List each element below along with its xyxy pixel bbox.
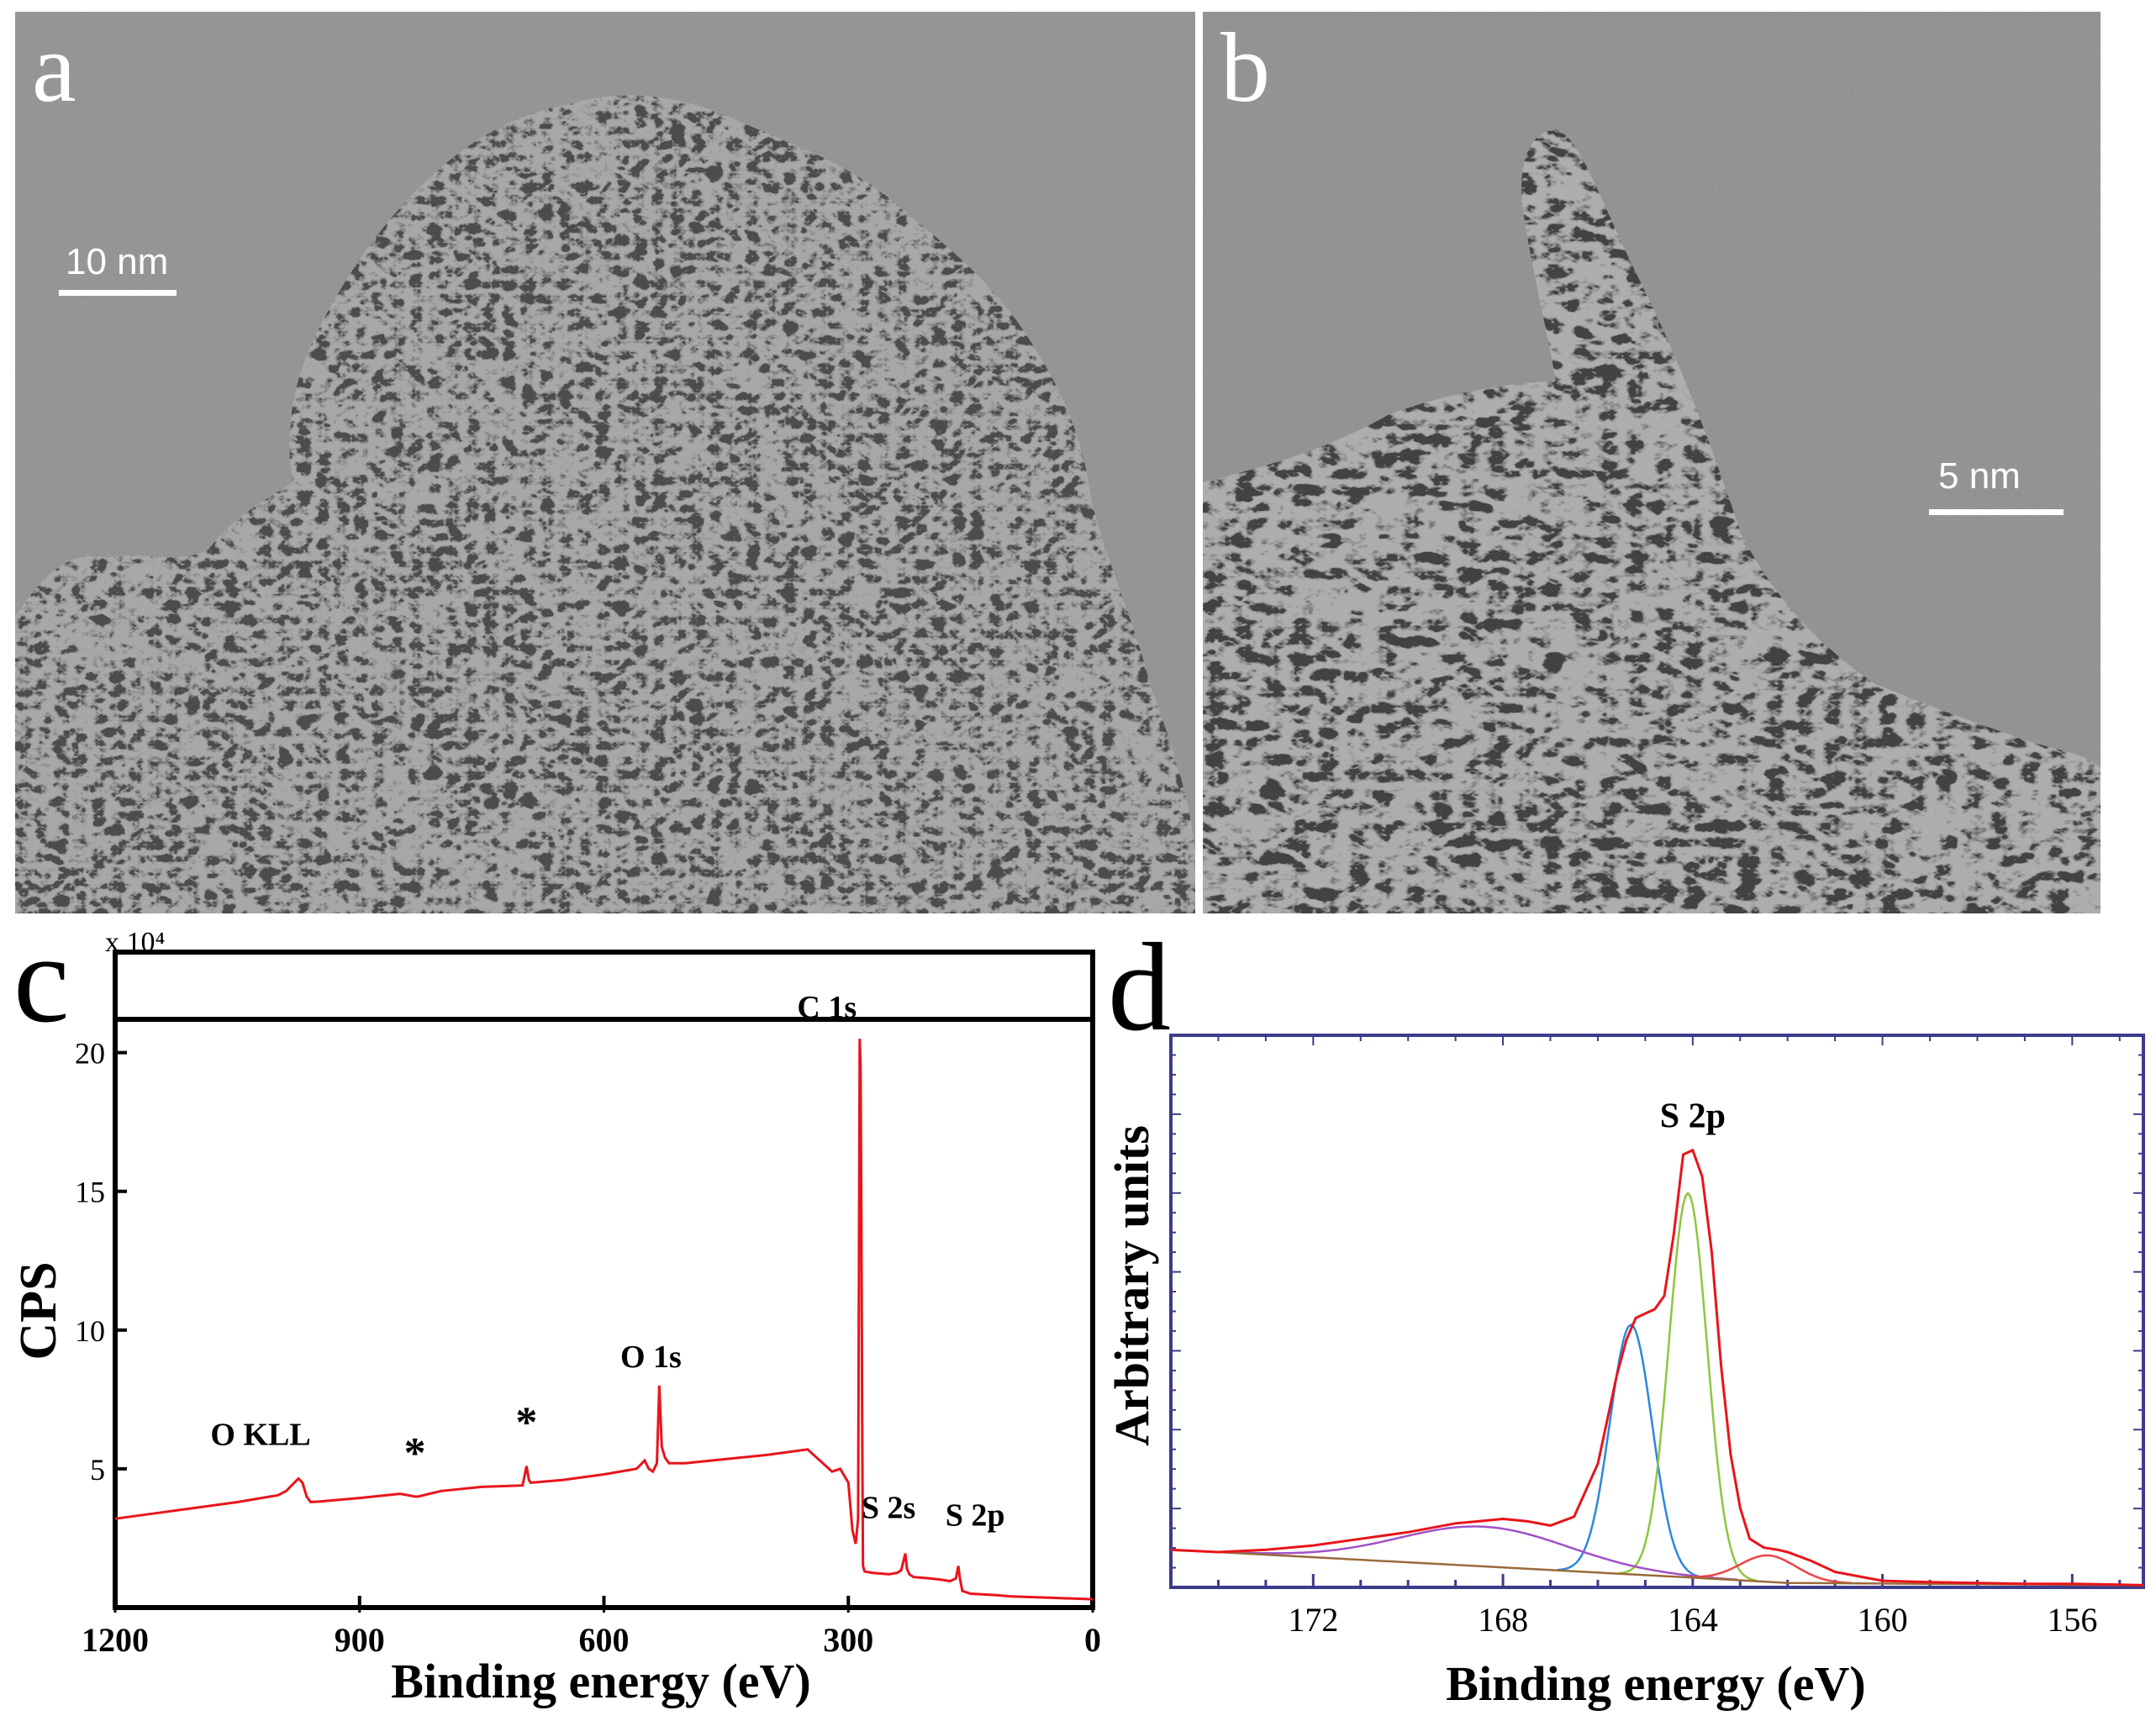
tem-image-panel-a: [15, 12, 1195, 913]
panel-c-peak-label: S 2s: [862, 1491, 915, 1526]
panel-d-component-line: [1230, 1525, 1738, 1582]
panel-c-peak-label: *: [515, 1399, 537, 1447]
scale-bar-b-label: 5 nm: [1938, 455, 2021, 497]
scale-bar-a-label: 10 nm: [66, 241, 169, 282]
panel-d-peak-label: S 2p: [1660, 1097, 1726, 1135]
panel-d-xtick-label: 168: [1478, 1601, 1528, 1639]
panel-d-xtick-label: 160: [1858, 1601, 1908, 1639]
panel-c-ytick-label: 10: [75, 1314, 105, 1348]
panel-c-ytick-label: 15: [75, 1176, 105, 1209]
panel-d-baseline-line: [1170, 1549, 2144, 1587]
scale-bar-b: [1929, 509, 2064, 515]
panel-c-letter: c: [13, 909, 70, 1049]
panel-d-plot-frame: [1169, 1034, 2145, 1589]
panel-d-envelope-line: [1170, 1148, 2144, 1587]
panel-c-spectrum-line: [114, 1039, 1094, 1601]
scale-bar-a: [59, 290, 177, 296]
panel-c-xtick-label: 0: [1084, 1621, 1101, 1659]
panel-b-letter: b: [1220, 13, 1270, 123]
tem-image-panel-b: [1203, 12, 2101, 913]
panel-c-peak-label: O KLL: [210, 1417, 310, 1452]
panel-d-xtick-label: 156: [2047, 1601, 2097, 1639]
panel-d-component-line: [1557, 1323, 1705, 1579]
panel-d-component-line: [1619, 1191, 1758, 1582]
panel-c-ylabel: CPS: [10, 1261, 67, 1360]
panel-d-xtick-label: 172: [1288, 1601, 1338, 1639]
panel-d-xlabel: Binding energy (eV): [1446, 1656, 1865, 1711]
panel-d-component-line: [1685, 1554, 1852, 1585]
panel-d-ylabel: Arbitrary units: [1104, 1125, 1159, 1446]
panel-c-xtick-label: 300: [823, 1621, 873, 1659]
panel-d-letter: d: [1108, 918, 1171, 1057]
panel-c-header-box: [113, 950, 1095, 1022]
panel-c-peak-label: *: [404, 1429, 426, 1477]
panel-c-peak-label: S 2p: [946, 1497, 1005, 1533]
panel-c-ytick-label: 20: [75, 1037, 105, 1071]
panel-c-xtick-label: 1200: [82, 1621, 149, 1659]
panel-a-letter: a: [32, 13, 76, 123]
panel-d-xtick-label: 164: [1668, 1601, 1718, 1639]
panel-c-xtick-label: 900: [335, 1621, 385, 1659]
panel-c-ytick-label: 5: [90, 1453, 105, 1487]
panel-c-xlabel: Binding energy (eV): [391, 1654, 810, 1708]
panel-c-xtick-label: 600: [579, 1621, 630, 1659]
panel-c-peak-label: O 1s: [620, 1339, 682, 1375]
panel-c-peak-label: C 1s: [797, 990, 857, 1025]
